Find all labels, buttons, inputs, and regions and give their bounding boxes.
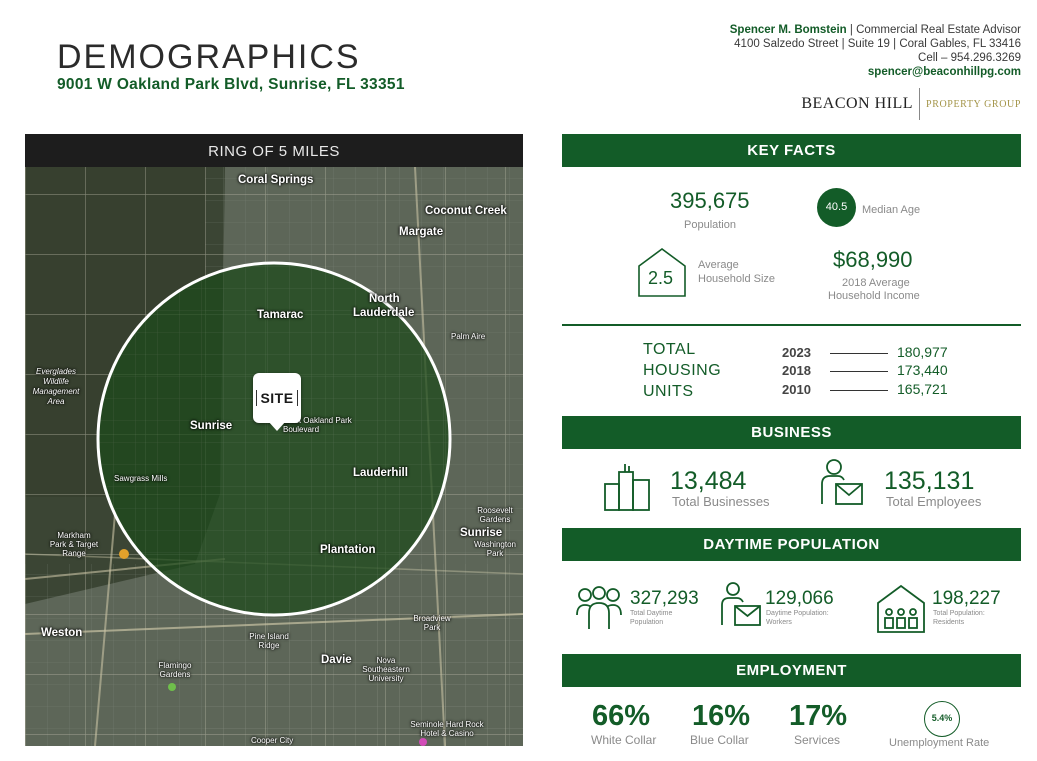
daytime-workers-label-1: Daytime Population:: [766, 610, 829, 617]
site-label: SITE: [256, 390, 298, 406]
key-facts-heading: KEY FACTS: [562, 134, 1021, 167]
map-label-broadview: Broadview Park: [413, 614, 451, 632]
property-address: 9001 W Oakland Park Blvd, Sunrise, FL 33…: [57, 76, 405, 93]
contact-office: 4100 Salzedo Street | Suite 19 | Coral G…: [734, 38, 1021, 50]
housing-line-2010: [830, 390, 888, 391]
daytime-residents-label-1: Total Population:: [933, 610, 985, 617]
total-employees-value: 135,131: [884, 467, 975, 495]
map-label-washington: Washington Park: [474, 540, 516, 558]
housing-value-2023: 180,977: [897, 344, 948, 360]
business-heading: BUSINESS: [562, 416, 1021, 449]
employment-heading: EMPLOYMENT: [562, 654, 1021, 687]
housing-year-2018: 2018: [782, 363, 811, 378]
household-income-label-2: Household Income: [828, 290, 920, 302]
household-size-label-1: Average: [698, 259, 739, 271]
housing-title-line-2: HOUSING: [643, 362, 722, 379]
home-residents-icon: [877, 584, 925, 633]
map-label-sunrise-east: Sunrise: [460, 527, 503, 539]
blue-collar-label: Blue Collar: [690, 733, 749, 747]
population-value: 395,675: [670, 188, 750, 213]
white-collar-label: White Collar: [591, 733, 657, 747]
map-label-coconut-creek: Coconut Creek: [425, 205, 507, 217]
map-label-tamarac: Tamarac: [257, 309, 304, 321]
contact-email[interactable]: spencer@beaconhillpg.com: [867, 66, 1021, 78]
map-label-sawgrass: Sawgrass Mills: [114, 474, 168, 483]
people-group-icon: [576, 586, 622, 629]
services-label: Services: [794, 733, 841, 747]
population-label: Population: [684, 219, 736, 231]
total-businesses-label: Total Businesses: [672, 494, 770, 509]
logo-tagline: PROPERTY GROUP: [926, 98, 1021, 110]
contact-block: Spencer M. Bomstein | Commercial Real Es…: [730, 23, 1021, 79]
worker-icon: [821, 459, 863, 505]
household-income-value: $68,990: [833, 247, 913, 272]
services-value: 17%: [789, 700, 848, 732]
total-businesses-value: 13,484: [670, 467, 747, 495]
building-icon: [604, 464, 650, 511]
map-label-roosevelt: Roosevelt Gardens: [477, 506, 513, 524]
daytime-total-label-1: Total Daytime: [630, 610, 673, 617]
housing-line-2018: [830, 371, 888, 372]
daytime-workers-label-2: Workers: [766, 619, 792, 626]
map-label-lauderhill: Lauderhill: [353, 467, 408, 479]
daytime-workers-value: 129,066: [765, 588, 834, 609]
housing-units-title: TOTAL HOUSING UNITS: [643, 339, 721, 402]
map-label-pine-island: Pine Island Ridge: [249, 632, 289, 650]
housing-line-2023: [830, 353, 888, 354]
map-label-plantation: Plantation: [320, 544, 376, 556]
logo-name: BEACON HILL: [801, 95, 914, 112]
logo-divider: [919, 88, 921, 120]
map-label-seminole: Seminole Hard Rock Hotel & Casino: [410, 720, 484, 738]
housing-title-line-1: TOTAL: [643, 341, 696, 358]
map-label-margate: Margate: [399, 226, 444, 238]
daytime-residents-label-2: Residents: [933, 619, 965, 626]
household-size-value: 2.5: [648, 268, 674, 288]
median-age-label: Median Age: [862, 204, 921, 216]
map-label-flamingo: Flamingo Gardens: [158, 661, 192, 679]
map-label-lauderdale: Lauderdale: [353, 307, 415, 319]
ring-map: RING OF 5 MILES: [25, 134, 523, 746]
household-size-label-2: Household Size: [698, 273, 776, 285]
map-label-sunrise: Sunrise: [190, 420, 233, 432]
blue-collar-value: 16%: [692, 700, 751, 732]
housing-year-2023: 2023: [782, 345, 811, 360]
map-label-everglades: Everglades Wildlife Management Area: [32, 367, 80, 406]
house-icon: [638, 248, 686, 297]
map-label-weston: Weston: [41, 627, 83, 639]
beacon-hill-logo: BEACON HILL PROPERTY GROUP: [801, 88, 1021, 120]
site-marker-tail: [268, 421, 286, 431]
map-label-markham: Markham Park & Target Range: [49, 531, 99, 558]
housing-value-2018: 173,440: [897, 362, 948, 378]
housing-year-2010: 2010: [782, 382, 811, 397]
map-label-coral-springs: Coral Springs: [238, 174, 314, 186]
map-label-palm-aire: Palm Aire: [451, 332, 486, 341]
unemployment-rate-value: 5.4%: [924, 701, 960, 737]
map-label-north: North: [369, 293, 400, 305]
median-age-value: 40.5: [817, 188, 856, 227]
daytime-residents-value: 198,227: [932, 588, 1001, 609]
unemployment-rate-label: Unemployment Rate: [889, 737, 990, 749]
map-label-west-oakland: West Oakland Park Boulevard: [283, 416, 352, 434]
contact-name: Spencer M. Bomstein: [729, 24, 847, 36]
map-label-cooper: Cooper City: [251, 736, 294, 745]
daytime-worker-icon: [721, 582, 761, 626]
housing-value-2010: 165,721: [897, 381, 948, 397]
satellite-map-image: [25, 166, 523, 746]
map-label-nova: Nova Southeastern University: [362, 656, 410, 683]
map-heading: RING OF 5 MILES: [25, 134, 523, 167]
household-income-label-1: 2018 Average: [842, 277, 910, 289]
daytime-total-label-2: Population: [630, 619, 664, 626]
total-employees-label: Total Employees: [886, 494, 982, 509]
section-divider: [562, 324, 1021, 326]
map-label-davie: Davie: [321, 654, 352, 666]
site-marker: SITE: [253, 373, 301, 423]
white-collar-value: 66%: [592, 700, 651, 732]
contact-role: | Commercial Real Estate Advisor: [846, 24, 1021, 36]
daytime-total-value: 327,293: [630, 588, 699, 609]
daytime-population-heading: DAYTIME POPULATION: [562, 528, 1021, 561]
contact-cell: Cell – 954.296.3269: [918, 52, 1021, 64]
housing-title-line-3: UNITS: [643, 383, 694, 400]
page-title: DEMOGRAPHICS: [57, 38, 361, 76]
